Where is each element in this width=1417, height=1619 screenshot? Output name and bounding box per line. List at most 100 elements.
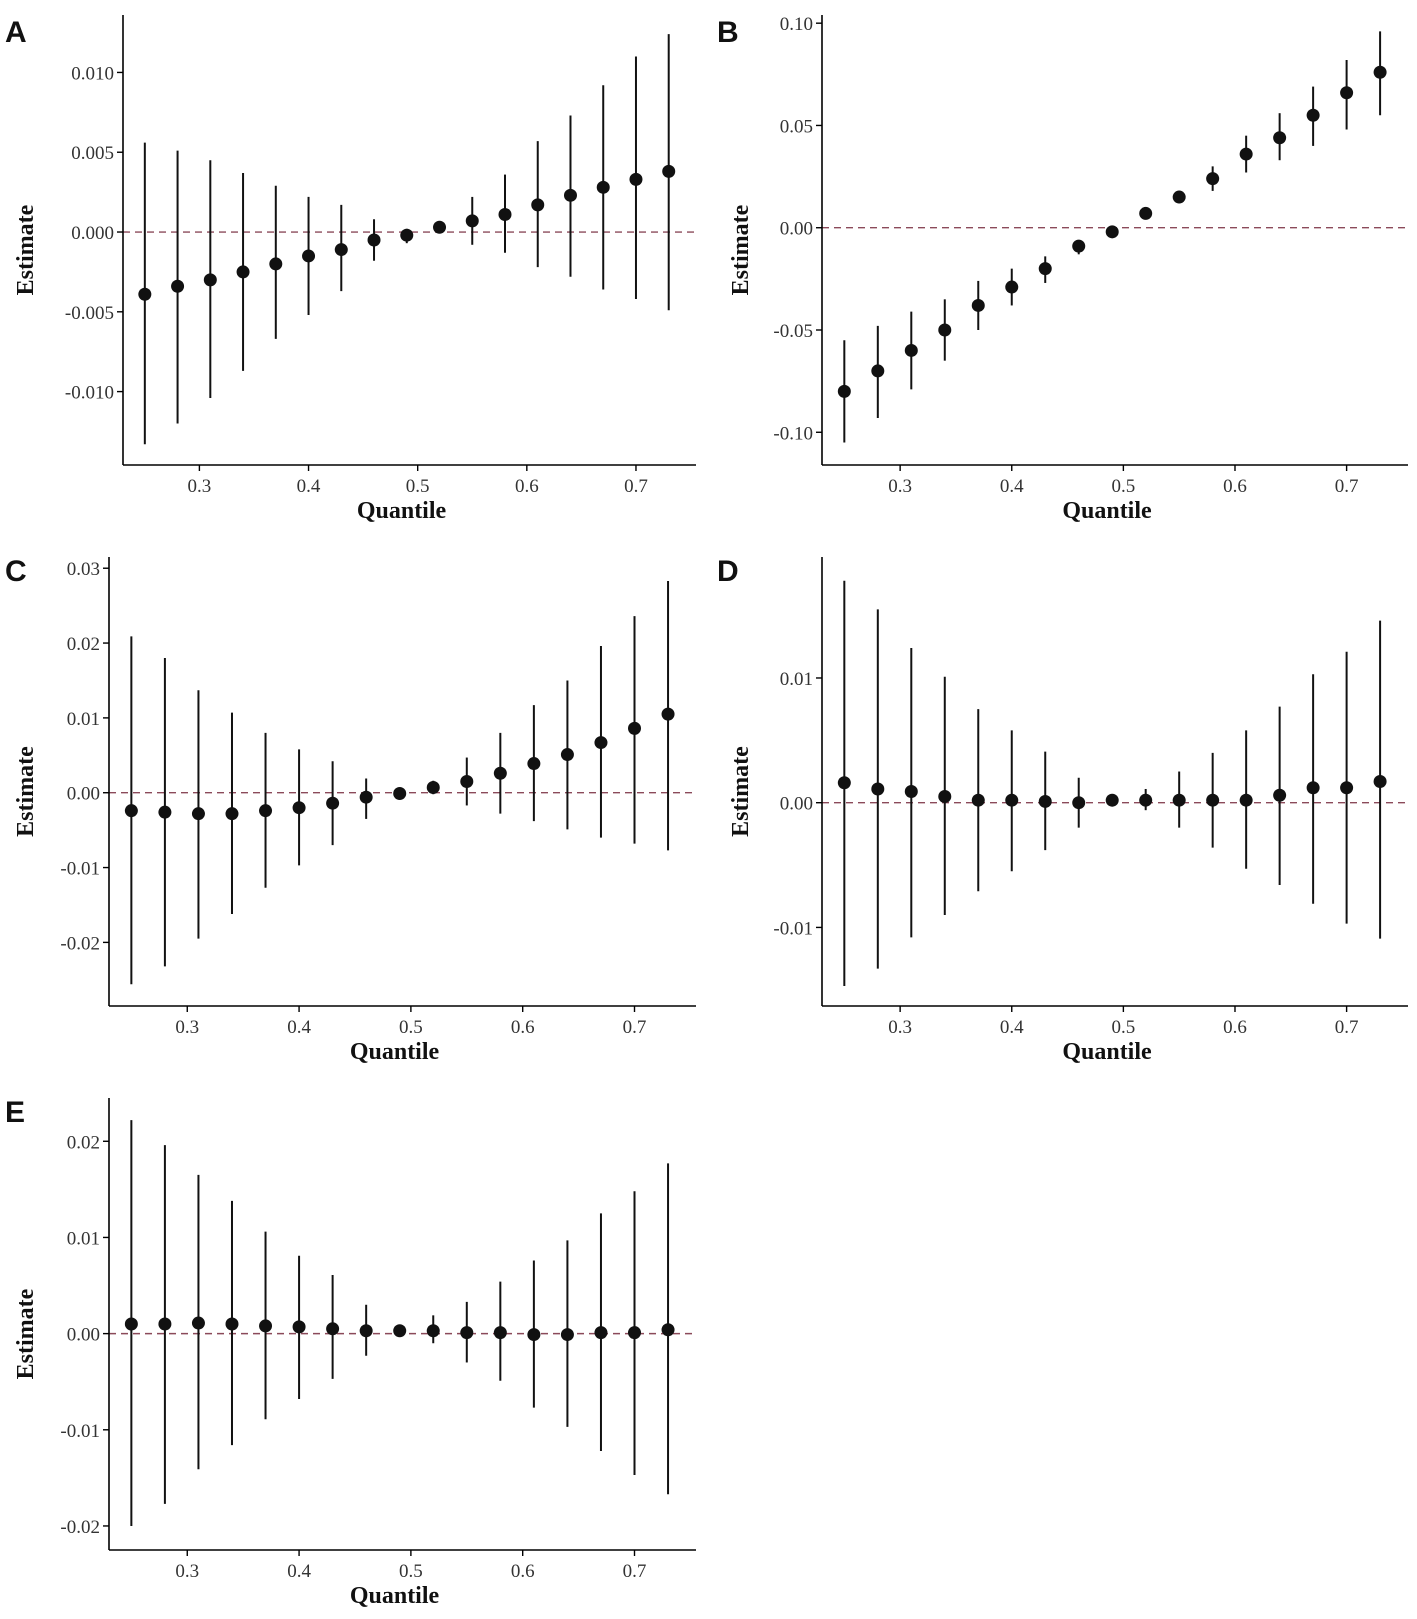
panel-d-estimate-point (1139, 793, 1153, 807)
panel-a-estimate-point (236, 265, 250, 279)
panel-c-y-tick-label: 0.03 (67, 559, 100, 580)
panel-e-x-tick-label: 0.3 (175, 1561, 199, 1582)
panel-d-estimate-point (1038, 794, 1052, 808)
panel-b-estimate-point (904, 343, 918, 357)
panel-b-y-tick-label: 0.00 (780, 219, 813, 240)
panel-b-x-tick-label: 0.5 (1111, 476, 1135, 497)
panel-b-y-tick-label: 0.10 (780, 14, 813, 35)
panel-b-estimate-point (1273, 131, 1287, 145)
panel-b-estimate-point (1206, 172, 1220, 186)
panel-b-y-tick-label: -0.10 (773, 423, 813, 444)
panel-e-estimate-point (426, 1324, 440, 1338)
panel-d-estimate-point (837, 776, 851, 790)
panel-d-y-axis-title: Estimate (728, 746, 754, 837)
panel-d-x-tick-label: 0.5 (1111, 1017, 1135, 1038)
panel-c-estimate-point (393, 786, 407, 800)
panel-a-estimate-point (138, 287, 152, 301)
panel-c-estimate-point (560, 748, 574, 762)
panel-b-estimate-point (1340, 86, 1354, 100)
panel-c-x-tick-label: 0.7 (623, 1017, 647, 1038)
panel-b-x-tick-label: 0.4 (1000, 476, 1024, 497)
panel-c-y-tick-label: -0.02 (60, 933, 100, 954)
panel-b-estimate-point (1239, 147, 1253, 161)
panel-a-x-tick-label: 0.6 (515, 476, 539, 497)
panel-e-estimate-point (259, 1319, 273, 1333)
panel-b-x-tick-label: 0.6 (1223, 476, 1247, 497)
panel-a-estimate-point (465, 214, 479, 228)
panel-d-x-tick-label: 0.6 (1223, 1017, 1247, 1038)
panel-c-y-tick-label: 0.02 (67, 634, 100, 655)
panel-c-y-tick-label: 0.00 (67, 784, 100, 805)
panel-c-estimate-point (426, 780, 440, 794)
panel-d-estimate-point (1273, 788, 1287, 802)
panel-a-estimate-point (596, 180, 610, 194)
panel-b-x-axis-title: Quantile (1062, 498, 1152, 524)
panel-d-estimate-point (938, 789, 952, 803)
panel-e-x-tick-label: 0.4 (287, 1561, 311, 1582)
panel-a-y-axis-title: Estimate (13, 204, 39, 295)
panel-b-letter: B (717, 16, 739, 49)
panel-e-estimate-point (628, 1326, 642, 1340)
panel-e: E -0.02 -0.01 0.00 0.01 0.02 0.3 0.4 0.5 0.6 0.7 Qu… (5, 1096, 696, 1609)
panel-e-estimate-point (560, 1328, 574, 1342)
panel-e-estimate-point (326, 1322, 340, 1336)
panel-d-estimate-point (1306, 781, 1320, 795)
panel-c-letter: C (5, 555, 27, 588)
panel-b-estimate-point (1172, 190, 1186, 204)
panel-d-x-axis-title: Quantile (1062, 1039, 1152, 1065)
panel-b-estimate-point (1139, 206, 1153, 220)
panel-e-x-axis-title: Quantile (350, 1583, 440, 1609)
panel-d-x-tick-label: 0.4 (1000, 1017, 1024, 1038)
panel-d-estimate-point (1340, 781, 1354, 795)
panel-e-x-tick-label: 0.7 (623, 1561, 647, 1582)
panel-a-estimate-point (498, 207, 512, 221)
panel-a-y-tick-label: 0.000 (71, 223, 114, 244)
panel-e-y-tick-label: 0.00 (67, 1325, 100, 1346)
panel-e-x-tick-label: 0.6 (511, 1561, 535, 1582)
panel-a-estimate-point (433, 220, 447, 234)
panel-d-estimate-point (1206, 793, 1220, 807)
panel-c-estimate-point (527, 757, 541, 771)
panel-e-estimate-point (191, 1316, 205, 1330)
panel-b-estimate-point (1373, 65, 1387, 79)
panel-c-estimate-point (225, 807, 239, 821)
panel-b-estimate-point (971, 298, 985, 312)
panel-b-x-tick-label: 0.7 (1335, 476, 1359, 497)
panel-d-estimate-point (1239, 793, 1253, 807)
panel-d-letter: D (717, 555, 739, 588)
panel-c-x-tick-label: 0.5 (399, 1017, 423, 1038)
panel-d-estimate-point (1105, 793, 1119, 807)
panel-c-estimate-point (359, 790, 373, 804)
panel-e-letter: E (5, 1096, 25, 1129)
panel-b-estimate-point (1072, 239, 1086, 253)
panel-b: B -0.10 -0.05 0.00 0.05 0.10 0.3 0.4 0.5 0.6 0.7 Qu… (717, 14, 1408, 524)
panel-a-x-tick-label: 0.5 (406, 476, 430, 497)
panel-c-estimate-point (493, 766, 507, 780)
panel-e-y-tick-label: 0.02 (67, 1132, 100, 1153)
panel-a-estimate-point (334, 243, 348, 257)
panel-b-estimate-point (938, 323, 952, 337)
panel-a-estimate-point (400, 228, 414, 242)
panel-b-estimate-point (1105, 225, 1119, 239)
panel-a-estimate-point (531, 198, 545, 212)
panel-e-y-axis-title: Estimate (13, 1288, 39, 1379)
panel-c-x-tick-label: 0.3 (175, 1017, 199, 1038)
panel-a-estimate-point (171, 279, 185, 293)
panel-c-estimate-point (326, 796, 340, 810)
panel-d-estimate-point (1005, 793, 1019, 807)
panel-a-x-tick-label: 0.3 (188, 476, 212, 497)
panel-a-y-tick-label: -0.005 (65, 303, 114, 324)
panel-e-estimate-point (292, 1320, 306, 1334)
panel-d-estimate-point (1172, 793, 1186, 807)
panel-d: D -0.01 0.00 0.01 0.3 0.4 0.5 0.6 0.7 Quantile Est… (717, 555, 1408, 1065)
panel-d-estimate-point (904, 784, 918, 798)
panel-d-estimate-point (1373, 775, 1387, 788)
panel-c-x-tick-label: 0.6 (511, 1017, 535, 1038)
panel-e-estimate-point (527, 1328, 541, 1342)
panel-c-estimate-point (259, 804, 273, 818)
panel-d-estimate-point (871, 782, 885, 796)
panel-a-estimate-point (662, 164, 676, 178)
panel-e-estimate-point (359, 1324, 373, 1338)
